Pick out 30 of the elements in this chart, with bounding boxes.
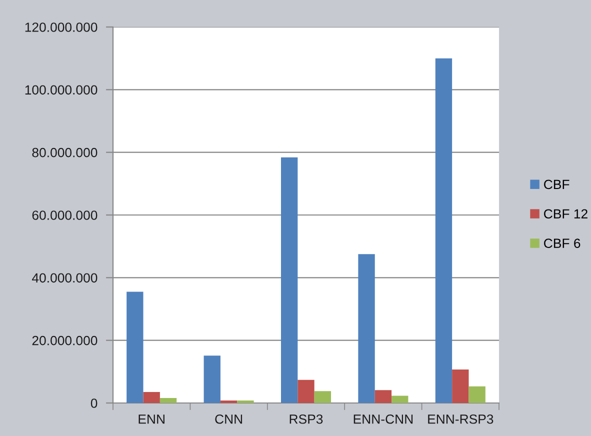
y-tick-label: 100.000.000 [25, 85, 98, 95]
y-tick-label: 40.000.000 [32, 273, 98, 283]
bar [374, 390, 392, 403]
legend-label: CBF 6 [544, 238, 580, 248]
x-tick-label: ENN [138, 414, 164, 424]
y-tick-label: 20.000.000 [32, 336, 98, 346]
y-tick-label: 0 [90, 398, 98, 408]
x-tick-label: ENN-CNN [354, 414, 413, 424]
y-tick-label: 60.000.000 [32, 210, 98, 220]
y-tick-label: 80.000.000 [32, 148, 98, 158]
bar [358, 254, 375, 403]
bar [160, 398, 177, 403]
bar [468, 386, 486, 403]
x-tick-label: CNN [215, 414, 242, 424]
legend-label: CBF [544, 180, 570, 190]
bar [280, 157, 298, 403]
bar [204, 356, 220, 403]
bar [392, 396, 408, 403]
y-tick-label: 120.000.000 [25, 22, 98, 32]
x-tick-label: RSP3 [290, 414, 323, 424]
bar [314, 391, 332, 403]
bar [298, 380, 314, 403]
bar [126, 292, 144, 403]
bar [452, 369, 469, 403]
bar [237, 400, 254, 403]
bar [220, 400, 238, 403]
bar [143, 392, 160, 403]
x-tick-label: ENN-RSP3 [428, 414, 494, 424]
bar [435, 58, 452, 403]
legend-label: CBF 12 [544, 209, 588, 219]
